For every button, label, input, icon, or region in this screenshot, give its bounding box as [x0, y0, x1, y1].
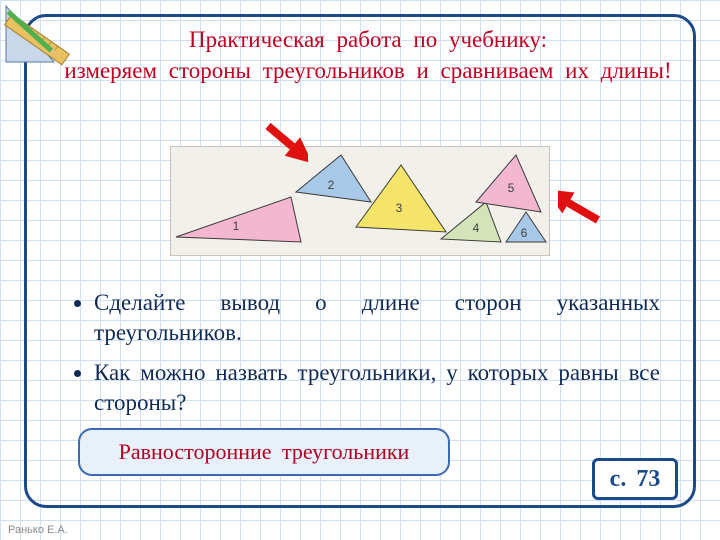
- svg-text:2: 2: [328, 178, 335, 192]
- answer-text: Равносторонние треугольники: [119, 439, 410, 465]
- bullet-item: Как можно назвать треугольники, у которы…: [94, 358, 660, 418]
- svg-text:5: 5: [508, 181, 515, 195]
- svg-text:1: 1: [233, 219, 240, 233]
- bullet-item: Сделайте вывод о длине сторон указанных …: [94, 288, 660, 348]
- page-reference: с. 73: [592, 458, 678, 500]
- svg-text:3: 3: [396, 201, 403, 215]
- svg-text:4: 4: [473, 221, 480, 235]
- triangles-figure: 1 2 3 4 5 6: [170, 146, 550, 256]
- slide-title: Практическая работа по учебнику:измеряем…: [60, 24, 676, 86]
- page-ref-text: с. 73: [610, 466, 661, 493]
- svg-text:6: 6: [521, 226, 528, 240]
- answer-box: Равносторонние треугольники: [78, 428, 450, 476]
- task-bullets: Сделайте вывод о длине сторон указанных …: [74, 288, 660, 428]
- author-credit: Ранько Е.А.: [8, 524, 68, 536]
